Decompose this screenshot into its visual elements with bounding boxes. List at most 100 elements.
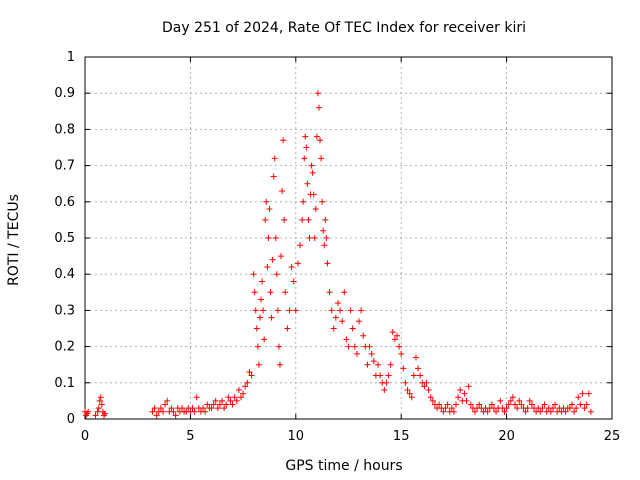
data-point	[497, 397, 504, 404]
data-point	[240, 390, 247, 397]
data-point	[98, 401, 105, 408]
data-point	[444, 401, 451, 408]
data-point	[210, 401, 217, 408]
data-point	[402, 379, 409, 386]
data-point	[315, 104, 322, 111]
data-point	[328, 307, 335, 314]
y-tick-label: 0.2	[54, 340, 75, 355]
data-point	[320, 227, 327, 234]
data-point	[484, 408, 491, 415]
data-point	[427, 394, 434, 401]
data-point	[408, 394, 415, 401]
data-point	[263, 198, 270, 205]
data-point	[440, 408, 447, 415]
data-point	[541, 401, 548, 408]
y-tick-label: 0.6	[54, 195, 75, 210]
data-point	[94, 408, 101, 415]
data-point	[311, 235, 318, 241]
data-point	[286, 307, 293, 314]
data-point	[353, 350, 360, 357]
data-point	[493, 408, 500, 415]
data-point	[244, 379, 251, 386]
data-point	[189, 405, 196, 412]
data-point	[258, 296, 265, 303]
data-point	[233, 397, 240, 404]
data-point	[170, 408, 177, 415]
data-point	[270, 173, 277, 180]
x-axis-label: GPS time / hours	[285, 458, 402, 474]
data-point	[579, 390, 586, 397]
data-point	[343, 336, 350, 343]
data-point	[231, 394, 238, 401]
data-point	[162, 401, 169, 408]
y-tick-label: 0.1	[54, 376, 75, 391]
plot-frame	[84, 56, 613, 420]
data-point	[549, 405, 556, 412]
data-point	[585, 390, 592, 397]
data-point	[370, 358, 377, 365]
data-point	[202, 408, 209, 415]
data-point	[507, 397, 514, 404]
data-point	[488, 401, 495, 408]
data-point	[216, 401, 223, 408]
data-point	[387, 361, 394, 368]
x-tick-label: 25	[604, 429, 621, 444]
data-point	[453, 401, 460, 408]
data-point	[332, 314, 339, 321]
data-point	[309, 169, 316, 176]
data-point	[339, 318, 346, 325]
data-point	[149, 408, 156, 415]
data-point	[345, 343, 352, 350]
data-point	[204, 401, 211, 408]
data-point	[587, 408, 594, 415]
data-point	[450, 408, 457, 415]
data-point	[324, 260, 331, 267]
data-point	[268, 314, 275, 321]
data-point	[273, 271, 280, 278]
data-point	[274, 307, 281, 314]
data-point	[571, 408, 578, 415]
data-point	[227, 397, 234, 404]
data-point	[281, 216, 288, 223]
y-tick-label: 0.4	[54, 267, 75, 282]
data-point	[208, 405, 215, 412]
data-point	[398, 350, 405, 357]
data-point	[302, 133, 309, 140]
x-axis-ticks: 0 5 10 15 20 25	[81, 57, 620, 444]
data-point	[385, 372, 392, 379]
data-point	[303, 144, 310, 151]
data-point	[304, 180, 311, 187]
data-point	[471, 408, 478, 415]
data-point	[301, 155, 308, 162]
data-point	[265, 235, 272, 241]
data-point	[321, 242, 328, 249]
data-point	[568, 401, 575, 408]
data-point	[237, 394, 244, 401]
data-point	[337, 307, 344, 314]
data-point	[366, 343, 373, 350]
y-tick-label: 0.9	[54, 86, 75, 101]
y-tick-label: 0	[67, 412, 75, 427]
data-point	[442, 405, 449, 412]
data-point	[288, 263, 295, 270]
data-point	[275, 343, 282, 350]
data-point	[151, 405, 158, 412]
grid	[85, 57, 612, 419]
x-tick-label: 10	[288, 429, 305, 444]
data-point	[251, 289, 258, 296]
data-point	[406, 390, 413, 397]
data-point	[159, 408, 166, 415]
data-point	[280, 137, 287, 144]
data-point	[294, 260, 301, 267]
data-point	[467, 401, 474, 408]
data-point	[267, 289, 274, 296]
data-point	[552, 401, 559, 408]
x-tick-label: 0	[81, 429, 89, 444]
data-point	[85, 408, 92, 415]
data-point	[389, 329, 396, 336]
data-point	[97, 394, 104, 401]
data-point	[219, 397, 226, 404]
data-point	[412, 354, 419, 361]
y-axis-ticks: 0 0.1 0.2 0.3 0.4 0.5 0.6 0.7 0.8 0.9 1	[54, 50, 612, 427]
